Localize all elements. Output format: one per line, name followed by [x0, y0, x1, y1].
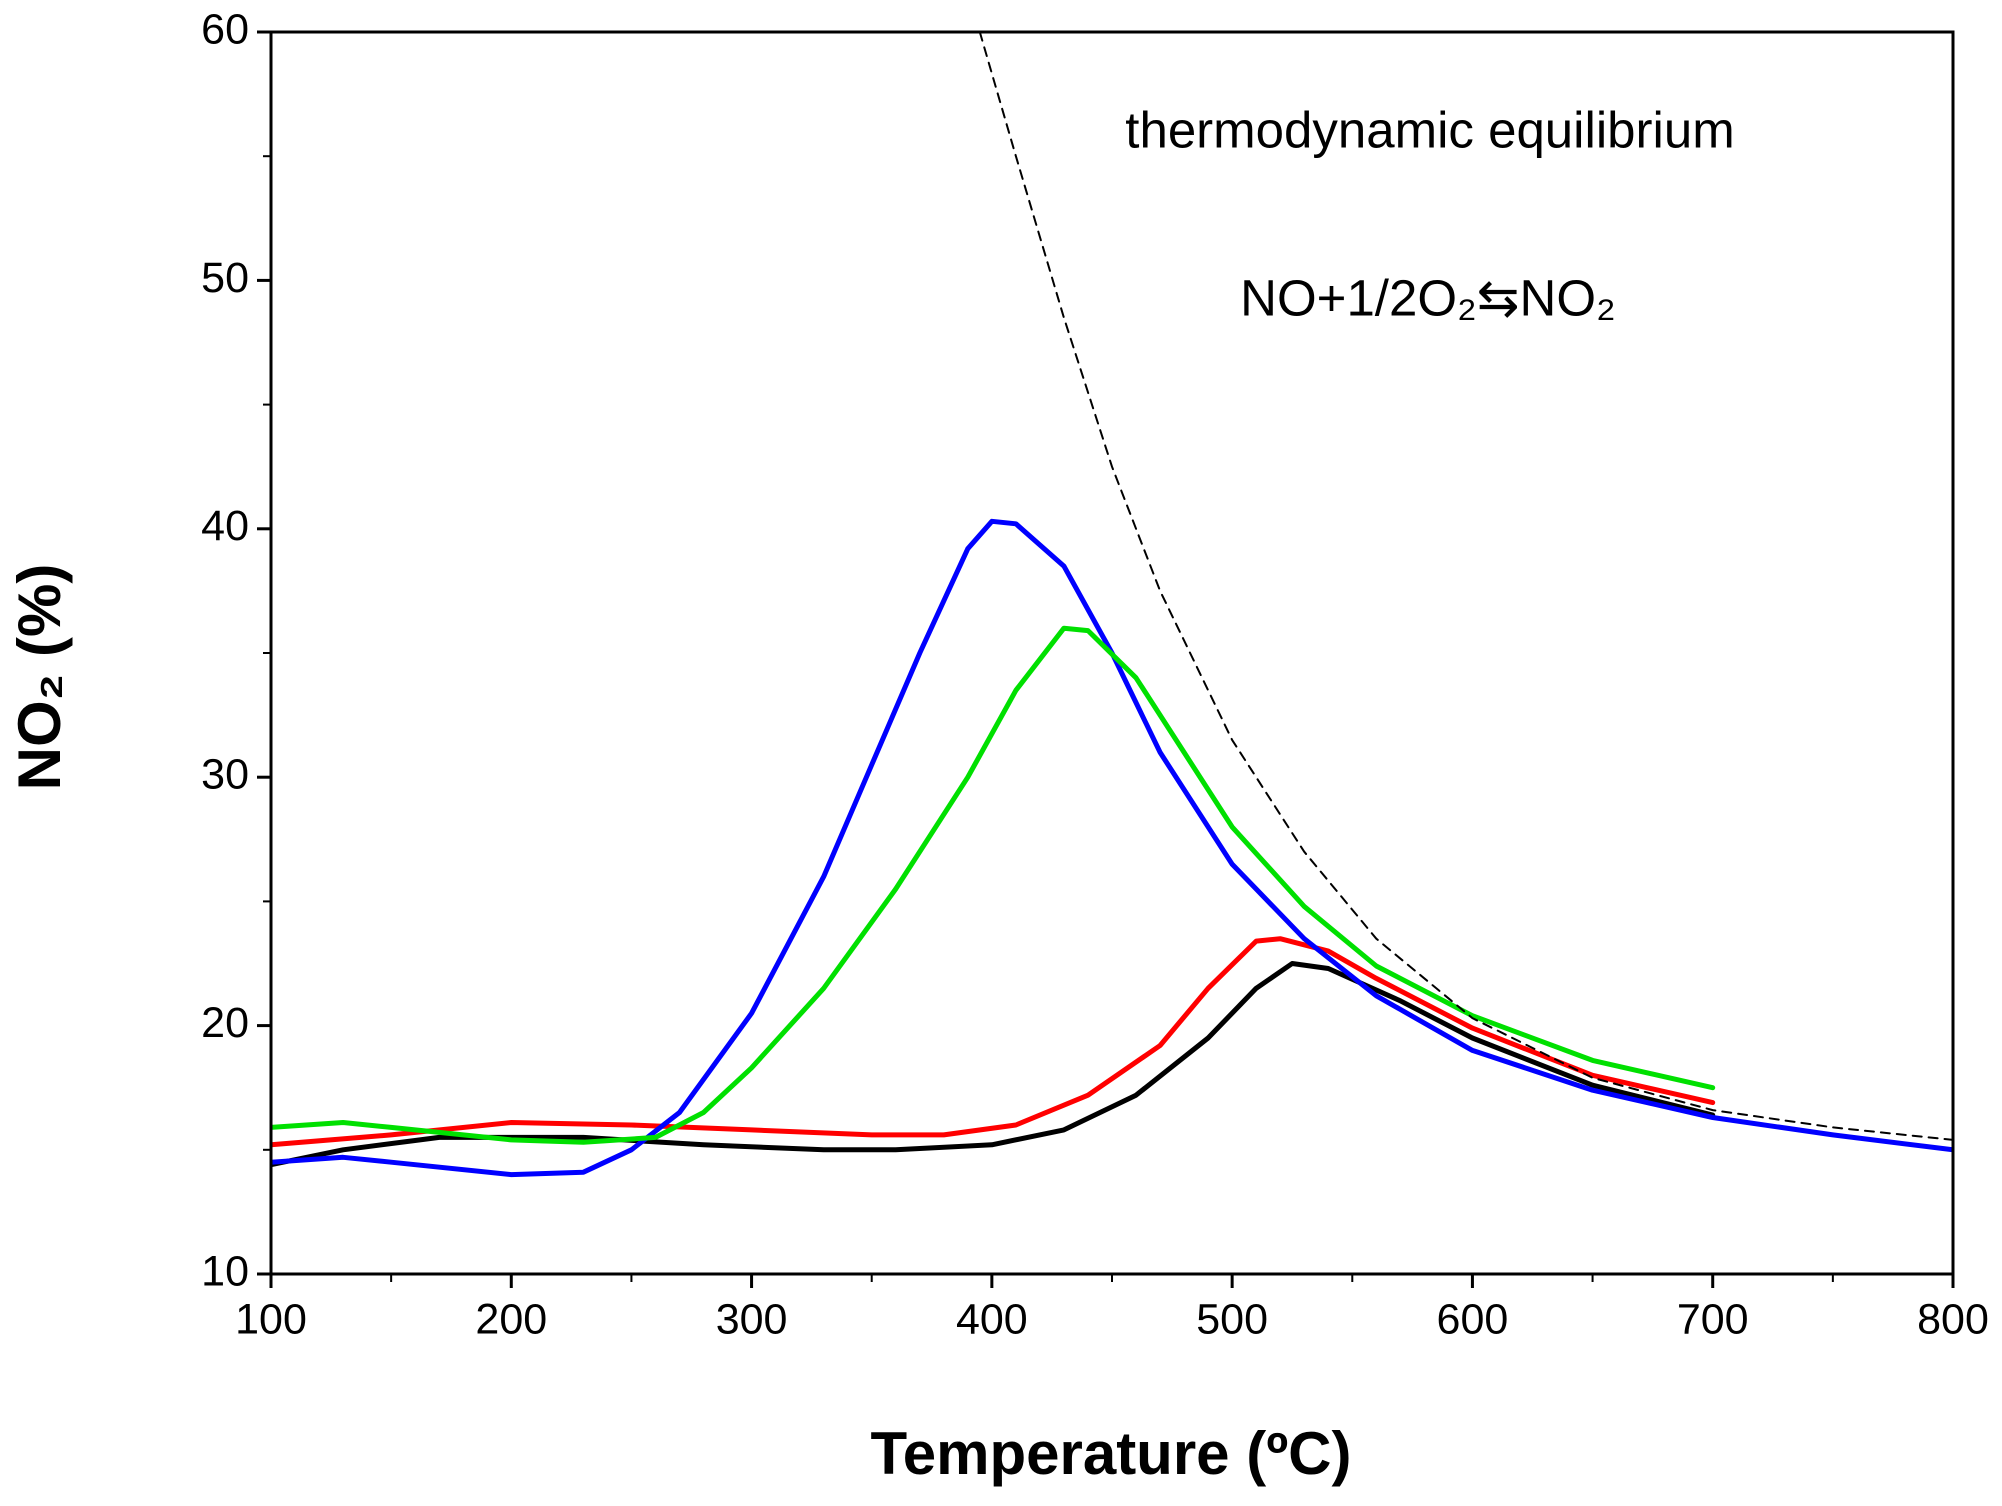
- x-tick-label: 100: [235, 1295, 307, 1343]
- y-tick-label: 10: [201, 1247, 249, 1295]
- x-axis-label: Temperature (ºC): [871, 1420, 1352, 1487]
- x-tick-label: 400: [956, 1295, 1028, 1343]
- y-tick-label: 60: [201, 5, 249, 53]
- y-tick-label: 40: [201, 502, 249, 550]
- x-tick-label: 600: [1437, 1295, 1509, 1343]
- annotation: thermodynamic equilibrium: [1125, 101, 1734, 158]
- x-tick-label: 300: [716, 1295, 788, 1343]
- data-line: [271, 961, 1716, 1168]
- data-line: [271, 625, 1716, 1145]
- x-tick-label: 500: [1196, 1295, 1268, 1343]
- data-line: [271, 936, 1716, 1148]
- x-tick-label: 700: [1677, 1295, 1749, 1343]
- x-tick-label: 800: [1917, 1295, 1989, 1343]
- y-tick-label: 30: [201, 751, 249, 799]
- data-line: [271, 518, 1953, 1178]
- y-tick-label: 50: [201, 254, 249, 302]
- y-axis-label: NO₂ (%): [6, 564, 73, 791]
- equilibrium-line: [978, 32, 1953, 1141]
- y-tick-label: 20: [201, 999, 249, 1047]
- annotation: NO+1/2O₂⇆NO₂: [1240, 269, 1616, 326]
- x-tick-label: 200: [475, 1295, 547, 1343]
